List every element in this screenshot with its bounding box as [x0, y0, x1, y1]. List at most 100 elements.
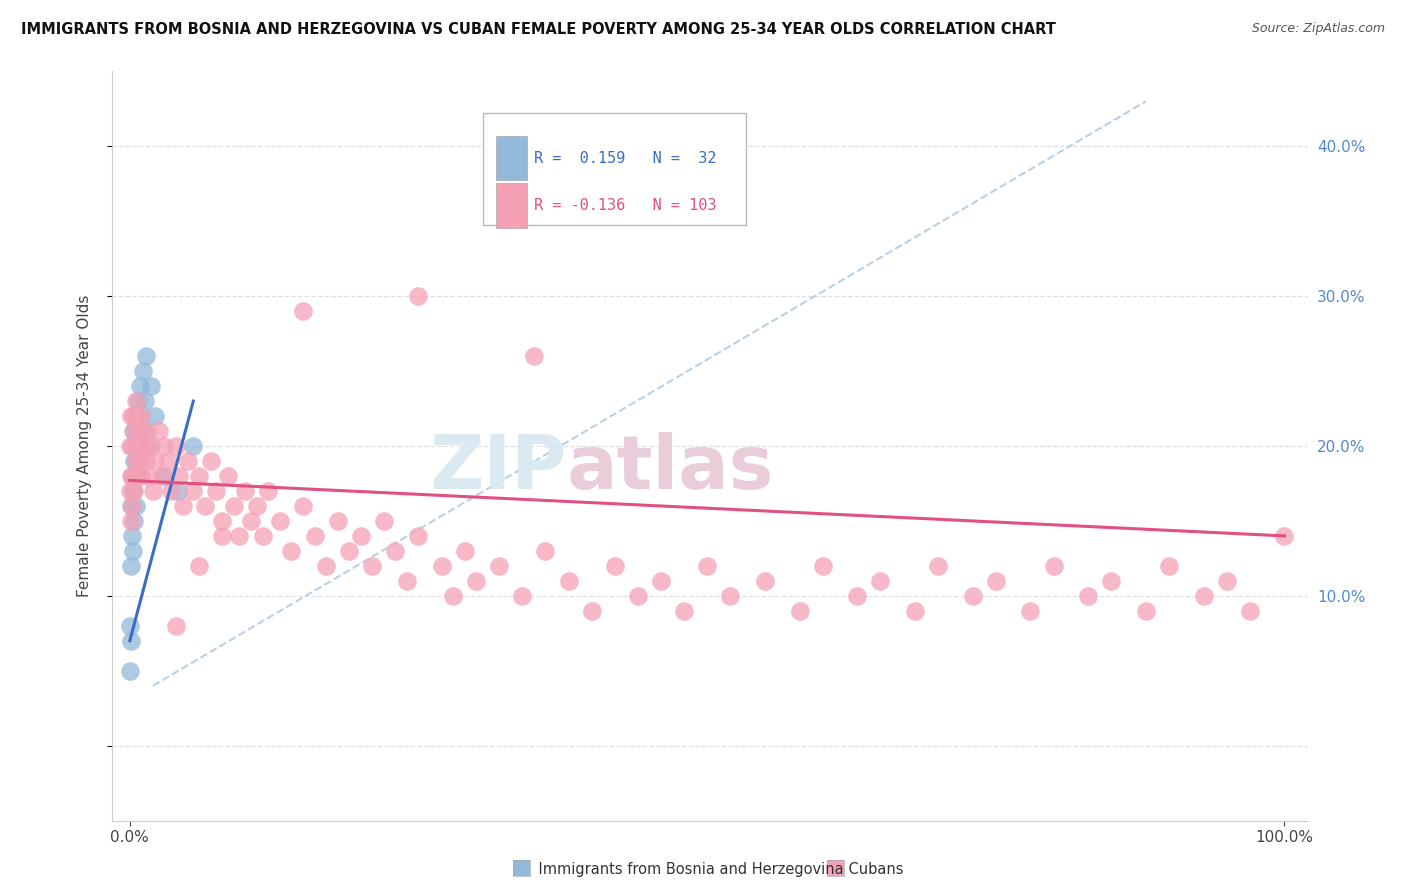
FancyBboxPatch shape: [496, 136, 527, 180]
Point: [350, 529, 373, 543]
Point: [127, 394, 149, 409]
Point: [488, 558, 510, 573]
Point: [1239, 604, 1261, 618]
Point: [124, 454, 146, 468]
Point: [121, 529, 143, 543]
Point: [160, 483, 183, 498]
Point: [1099, 574, 1122, 588]
Point: [122, 483, 145, 498]
Text: Cubans: Cubans: [830, 863, 903, 877]
Text: ZIP: ZIP: [429, 432, 567, 505]
Point: [315, 558, 337, 573]
Point: [150, 469, 173, 483]
Point: [172, 499, 194, 513]
Point: [124, 454, 146, 468]
Point: [200, 454, 222, 468]
Point: [395, 574, 418, 588]
Point: [523, 349, 546, 363]
FancyBboxPatch shape: [496, 184, 527, 227]
Point: [142, 483, 165, 498]
Point: [156, 454, 179, 468]
Point: [962, 589, 984, 603]
Text: R = -0.136   N = 103: R = -0.136 N = 103: [534, 198, 717, 213]
Point: [453, 544, 475, 558]
Point: [904, 604, 927, 618]
Point: [984, 574, 1007, 588]
Point: [869, 574, 891, 588]
Point: [194, 499, 217, 513]
Point: [1019, 604, 1042, 618]
Point: [136, 469, 159, 483]
Point: [211, 529, 233, 543]
Point: [361, 558, 384, 573]
Point: [789, 604, 811, 618]
Point: [846, 589, 869, 603]
Point: [143, 454, 166, 468]
Point: [134, 394, 156, 409]
Point: [228, 529, 250, 543]
Point: [121, 469, 143, 483]
Point: [132, 439, 155, 453]
Point: [1042, 558, 1064, 573]
Point: [139, 379, 162, 393]
Point: [176, 454, 198, 468]
Point: [127, 439, 149, 453]
Point: [128, 454, 150, 468]
Point: [136, 439, 159, 453]
Point: [292, 304, 315, 318]
Point: [121, 439, 143, 453]
Point: [1077, 589, 1099, 603]
Point: [129, 454, 152, 468]
Point: [124, 439, 146, 453]
Point: [280, 544, 302, 558]
Point: [181, 483, 204, 498]
Text: atlas: atlas: [567, 432, 773, 505]
Point: [124, 483, 146, 498]
Point: [408, 529, 430, 543]
Point: [181, 439, 204, 453]
Point: [132, 424, 155, 438]
Point: [246, 499, 269, 513]
Point: [120, 469, 142, 483]
Point: [217, 469, 239, 483]
Point: [153, 469, 176, 483]
Point: [240, 514, 263, 528]
Point: [1274, 529, 1296, 543]
Point: [603, 558, 626, 573]
Text: R =  0.159   N =  32: R = 0.159 N = 32: [534, 151, 717, 166]
Point: [373, 514, 395, 528]
Point: [124, 424, 146, 438]
Point: [122, 409, 145, 423]
Point: [384, 544, 406, 558]
Text: IMMIGRANTS FROM BOSNIA AND HERZEGOVINA VS CUBAN FEMALE POVERTY AMONG 25-34 YEAR : IMMIGRANTS FROM BOSNIA AND HERZEGOVINA V…: [21, 22, 1056, 37]
Point: [188, 469, 211, 483]
Point: [153, 439, 176, 453]
Point: [148, 424, 170, 438]
Point: [441, 589, 464, 603]
Point: [120, 514, 142, 528]
Point: [557, 574, 579, 588]
Point: [120, 558, 142, 573]
Point: [1216, 574, 1239, 588]
Point: [1157, 558, 1180, 573]
Point: [169, 469, 191, 483]
Point: [534, 544, 557, 558]
Point: [122, 469, 145, 483]
Point: [718, 589, 741, 603]
Point: [139, 439, 162, 453]
Point: [125, 409, 148, 423]
Point: [165, 619, 187, 633]
Point: [124, 499, 146, 513]
Point: [292, 499, 315, 513]
Point: [129, 379, 152, 393]
Point: [143, 409, 166, 423]
Point: [269, 514, 291, 528]
Point: [118, 619, 141, 633]
Point: [127, 439, 149, 453]
FancyBboxPatch shape: [484, 112, 747, 225]
Point: [673, 604, 696, 618]
Point: [337, 544, 360, 558]
Point: [124, 514, 146, 528]
Point: [188, 558, 211, 573]
Point: [135, 349, 157, 363]
